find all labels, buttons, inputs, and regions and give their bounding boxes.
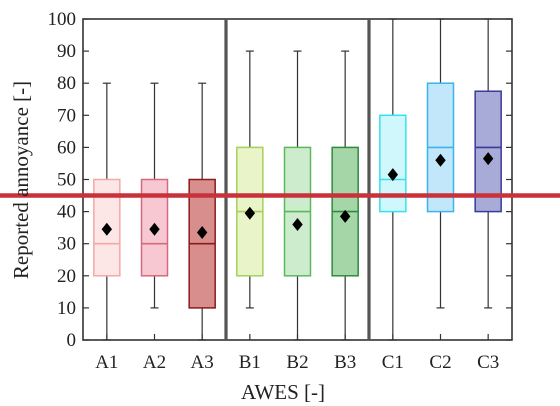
mean-marker (387, 168, 399, 182)
x-tick-label: C2 (429, 352, 451, 373)
y-tick-label: 100 (48, 9, 77, 30)
mean-marker (482, 152, 494, 166)
x-tick-label: B2 (286, 352, 308, 373)
x-tick-label: A3 (191, 352, 214, 373)
x-tick-label: C3 (477, 352, 499, 373)
mean-marker (149, 222, 160, 236)
y-axis-title: Reported annoyance [-] (9, 81, 33, 279)
mean-marker (196, 225, 208, 239)
tick-labels: 0 10 20 30 40 50 60 70 80 90 100 A1 A2 A3 B1 B2 B3 C1 C2 C3 (48, 9, 512, 373)
mean-marker (292, 217, 303, 231)
mean-marker (244, 206, 256, 220)
y-tick-label: 90 (57, 41, 76, 62)
x-tick-label: B1 (239, 352, 261, 373)
x-axis-title: AWES [-] (241, 380, 325, 404)
y-tick-label: 30 (57, 234, 76, 255)
y-tick-label: 0 (67, 330, 77, 351)
y-tick-label: 70 (57, 105, 76, 126)
x-tick-label: A1 (95, 352, 118, 373)
mean-marker (435, 153, 446, 167)
box-marks (93, 18, 502, 341)
y-tick-label: 20 (57, 266, 76, 287)
x-tick-label: B3 (334, 352, 356, 373)
x-tick-label: A2 (143, 352, 166, 373)
y-tick-label: 60 (57, 137, 76, 158)
box-c3 (474, 90, 502, 213)
mean-marker (339, 209, 351, 223)
mean-marker (101, 222, 113, 236)
x-tick-label: C1 (382, 352, 404, 373)
y-tick-label: 40 (57, 202, 76, 223)
y-tick-label: 80 (57, 73, 76, 94)
y-tick-label: 10 (57, 298, 76, 319)
y-tick-label: 50 (57, 170, 76, 191)
